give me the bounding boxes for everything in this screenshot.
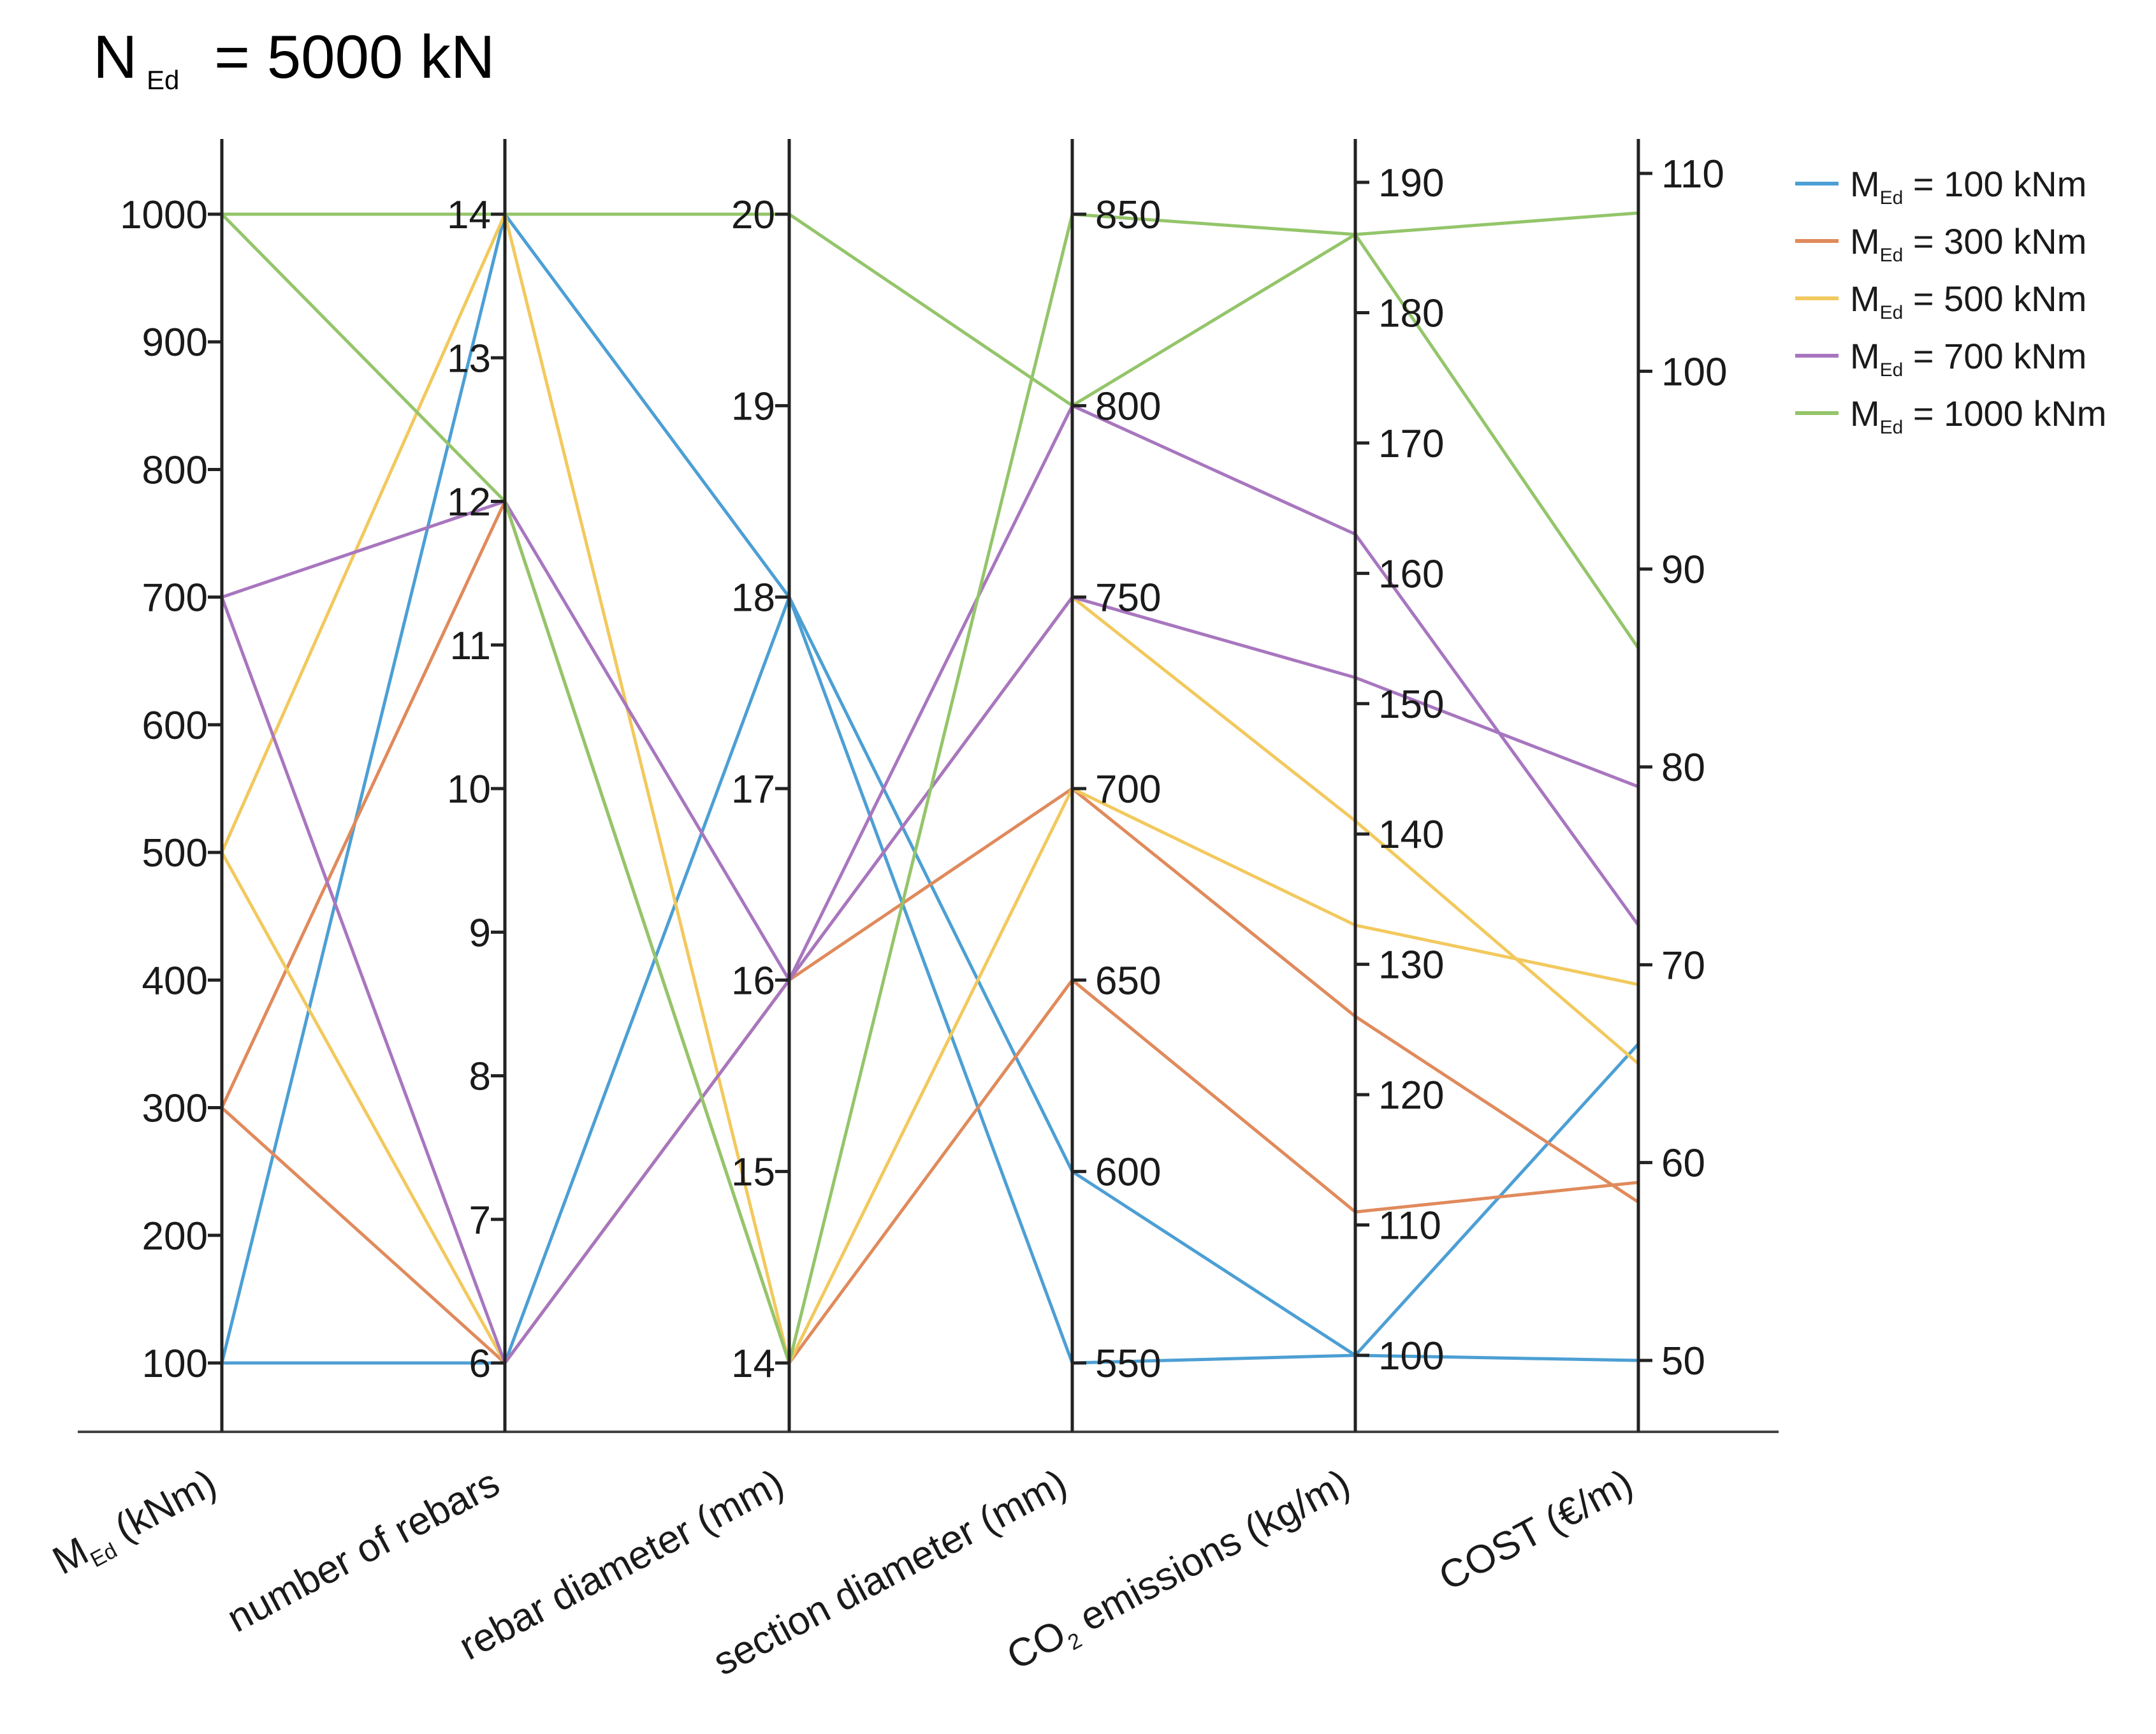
tick-label-cost: 90: [1661, 548, 1705, 592]
tick-label-co2: 100: [1378, 1334, 1444, 1378]
tick-label-nrebars: 13: [447, 337, 491, 381]
series-lines: [220, 211, 1640, 1365]
axis-title-nrebars: number of rebars: [220, 1461, 506, 1641]
chart-title-sub: Ed: [147, 65, 179, 95]
tick-label-section_d: 550: [1095, 1342, 1161, 1386]
tick-label-co2: 130: [1378, 943, 1444, 987]
tick-label-cost: 70: [1661, 943, 1705, 987]
series-line-4-1: [222, 212, 1640, 650]
tick-label-med: 400: [142, 959, 208, 1003]
axis-title-text: COST (€/m): [1432, 1461, 1640, 1599]
legend: MEd = 100 kNm MEd = 300 kNm MEd = 500 kNm M…: [1795, 164, 2106, 438]
tick-label-section_d: 650: [1095, 959, 1161, 1003]
tick-label-med: 100: [142, 1342, 208, 1386]
tick-label-section_d: 850: [1095, 193, 1161, 237]
tick-label-med: 1000: [120, 193, 208, 237]
tick-label-section_d: 800: [1095, 384, 1161, 428]
chart-title-rest: = 5000 kN: [214, 23, 495, 91]
tick-label-rebar_d: 20: [731, 193, 775, 237]
tick-label-cost: 80: [1661, 746, 1705, 790]
tick-label-med: 300: [142, 1087, 208, 1131]
tick-label-nrebars: 12: [447, 481, 491, 525]
tick-label-nrebars: 11: [450, 624, 491, 668]
tick-label-rebar_d: 14: [731, 1342, 775, 1386]
tick-label-section_d: 750: [1095, 576, 1161, 620]
tick-label-co2: 140: [1378, 813, 1444, 857]
tick-label-nrebars: 8: [469, 1055, 491, 1099]
axis-title-text: number of rebars: [220, 1461, 506, 1641]
chart-title-n: N: [93, 23, 137, 91]
axis-title-med: MEd (kNm): [46, 1461, 226, 1587]
legend-label-3: MEd = 700 kNm: [1850, 336, 2087, 381]
legend-label-0: MEd = 100 kNm: [1850, 164, 2087, 208]
tick-label-nrebars: 6: [469, 1342, 491, 1386]
tick-label-section_d: 600: [1095, 1151, 1161, 1195]
tick-label-cost: 100: [1661, 350, 1727, 394]
legend-label-4: MEd = 1000 kNm: [1850, 393, 2106, 438]
tick-label-co2: 180: [1378, 291, 1444, 335]
tick-label-rebar_d: 16: [731, 959, 775, 1003]
tick-label-co2: 170: [1378, 422, 1444, 466]
tick-label-med: 500: [142, 831, 208, 875]
tick-label-med: 200: [142, 1214, 208, 1258]
tick-label-rebar_d: 18: [731, 576, 775, 620]
tick-label-co2: 150: [1378, 683, 1444, 727]
tick-label-rebar_d: 15: [731, 1151, 775, 1195]
series-line-1-1: [221, 787, 1640, 1365]
tick-label-med: 800: [142, 448, 208, 492]
legend-label-2: MEd = 500 kNm: [1850, 279, 2087, 323]
tick-label-med: 900: [142, 321, 208, 365]
tick-label-nrebars: 10: [447, 768, 491, 812]
tick-label-section_d: 700: [1095, 768, 1161, 812]
series-line-2-1: [220, 212, 1639, 1365]
series-line-0-1: [220, 212, 1639, 1365]
tick-label-med: 700: [142, 576, 208, 620]
tick-label-cost: 50: [1661, 1339, 1705, 1383]
axis-title-text: MEd (kNm): [46, 1461, 226, 1587]
chart-title: N Ed = 5000 kN: [93, 23, 495, 95]
tick-label-med: 600: [142, 704, 208, 748]
tick-label-nrebars: 7: [469, 1198, 491, 1242]
tick-label-rebar_d: 19: [731, 384, 775, 428]
tick-label-co2: 190: [1378, 161, 1444, 205]
tick-label-nrebars: 9: [469, 911, 491, 955]
tick-label-nrebars: 14: [447, 193, 491, 237]
tick-label-cost: 110: [1661, 152, 1724, 196]
legend-label-1: MEd = 300 kNm: [1850, 221, 2087, 266]
series-line-4-0: [221, 211, 1639, 1365]
axis-title-cost: COST (€/m): [1432, 1461, 1640, 1599]
series-line-3-0: [221, 404, 1640, 982]
tick-label-co2: 160: [1378, 552, 1444, 596]
series-line-1-0: [220, 500, 1639, 1365]
axes: 100 200 300 400 500 600 700 800 900 1000 MEd (kNm)…: [46, 139, 1727, 1684]
tick-label-co2: 110: [1378, 1204, 1441, 1248]
tick-label-co2: 120: [1378, 1074, 1444, 1118]
tick-label-cost: 60: [1661, 1142, 1705, 1186]
tick-label-rebar_d: 17: [731, 768, 775, 812]
